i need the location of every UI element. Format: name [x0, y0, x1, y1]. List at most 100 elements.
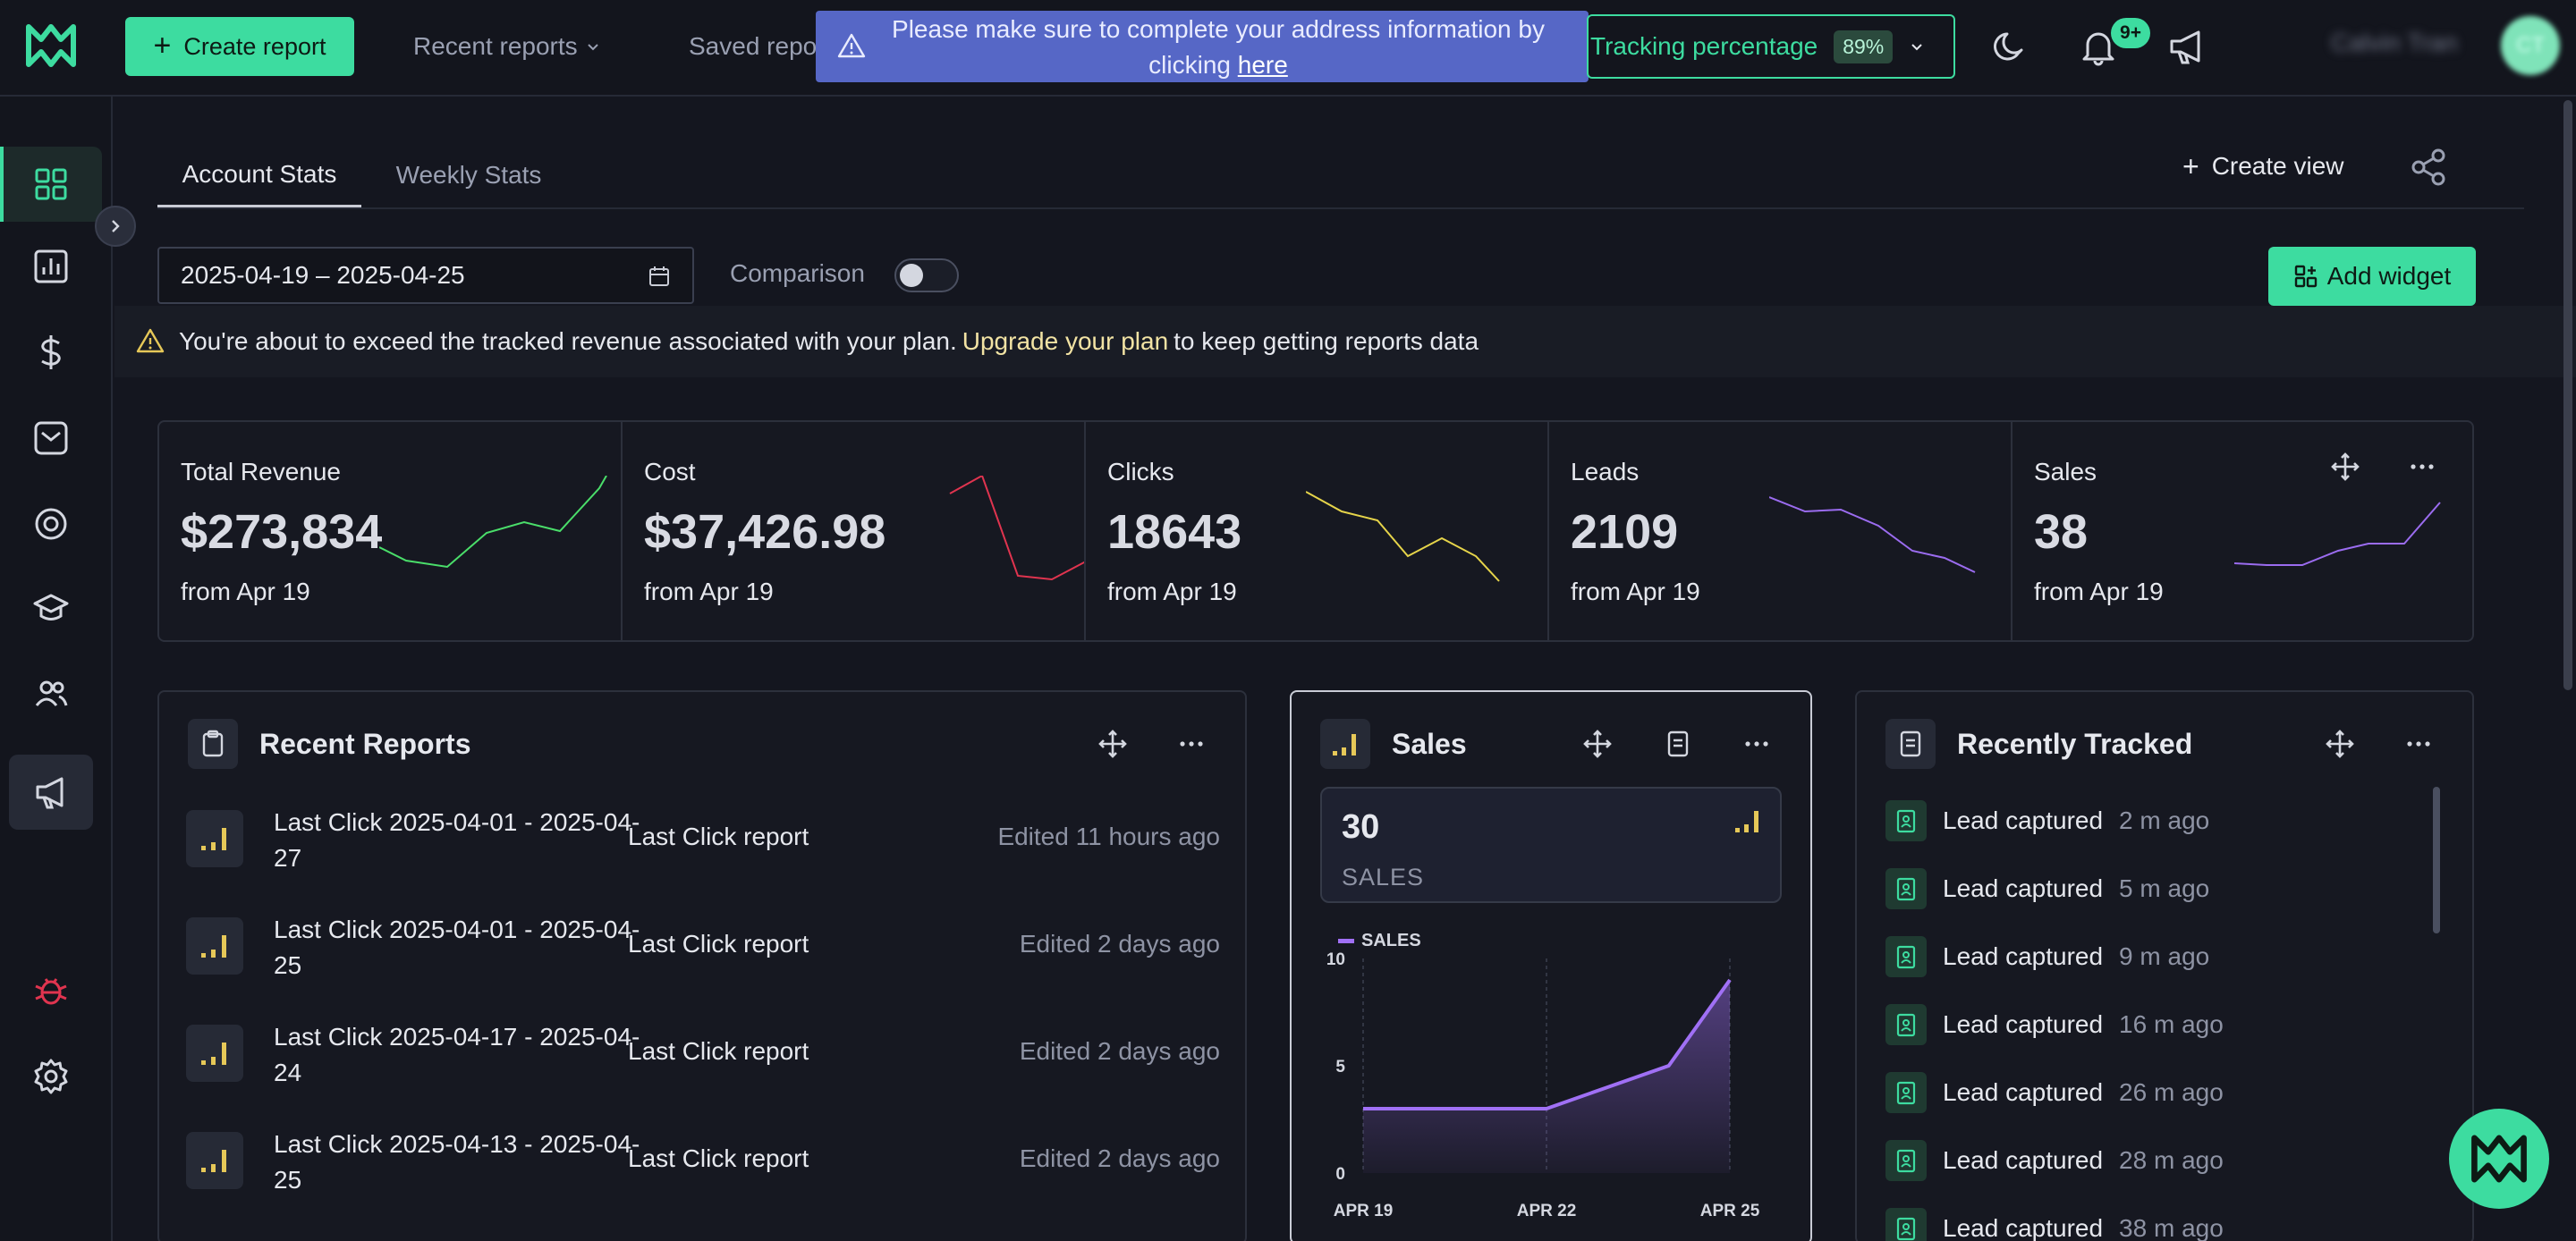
- x-tick-label: APR 25: [1700, 1202, 1760, 1220]
- tracked-time: 28 m ago: [2119, 1146, 2224, 1174]
- contact-badge-icon: [1885, 1208, 1927, 1241]
- report-type: Last Click report: [628, 930, 809, 958]
- create-view-button[interactable]: + Create view: [2182, 148, 2344, 184]
- tracked-row[interactable]: Lead captured 5 m ago: [1885, 862, 2209, 916]
- panel-title: Recent Reports: [259, 728, 471, 760]
- bell-icon[interactable]: [2079, 27, 2118, 66]
- x-tick-label: APR 22: [1517, 1202, 1577, 1220]
- megaphone-icon[interactable]: [2166, 27, 2207, 66]
- stat-value: $273,834: [181, 505, 383, 559]
- sales-chart[interactable]: SALES 10 5 0 APR 19 APR 22 APR 25: [1292, 926, 1812, 1241]
- more-options-icon[interactable]: [2404, 449, 2440, 485]
- moon-icon[interactable]: [1991, 27, 2030, 66]
- report-row[interactable]: Last Click 2025-04-01 - 2025-04-27 Last …: [186, 789, 1220, 896]
- report-row[interactable]: Last Click 2025-04-13 - 2025-04-25 Last …: [186, 1110, 1220, 1218]
- sidebar-item-announcements[interactable]: [9, 755, 93, 830]
- sidebar-item-bug-report[interactable]: [9, 953, 93, 1028]
- dollar-icon: [41, 335, 61, 369]
- move-icon[interactable]: [1095, 726, 1131, 762]
- move-icon[interactable]: [1580, 726, 1615, 762]
- sparkline-cost: [949, 476, 1084, 581]
- stat-sub: from Apr 19: [1571, 578, 1700, 605]
- add-widget-button[interactable]: Add widget: [2268, 247, 2476, 306]
- sales-summary-card: 30 SALES: [1320, 787, 1782, 903]
- recent-reports-panel: Recent Reports Last Click 2025-04-01 - 2…: [157, 690, 1247, 1241]
- sidebar-item-mail[interactable]: [9, 401, 93, 476]
- sales-label: SALES: [1342, 864, 1425, 891]
- x-tick-label: APR 19: [1334, 1202, 1394, 1220]
- plus-icon: +: [2182, 149, 2199, 182]
- bar-chart-icon: [186, 1025, 243, 1082]
- tracked-row[interactable]: Lead captured 38 m ago: [1885, 1202, 2224, 1241]
- tracked-label: Lead captured: [1943, 874, 2104, 902]
- more-options-icon[interactable]: [1174, 726, 1209, 762]
- stat-leads[interactable]: Leads 2109 from Apr 19: [1549, 422, 2012, 640]
- report-name[interactable]: Last Click 2025-04-17 - 2025-04-24: [274, 1023, 640, 1086]
- tracking-percentage-button[interactable]: Tracking percentage 89%: [1587, 14, 1955, 79]
- report-name[interactable]: Last Click 2025-04-01 - 2025-04-25: [274, 916, 640, 979]
- recent-reports-menu[interactable]: Recent reports: [413, 0, 601, 93]
- address-banner-link[interactable]: here: [1237, 51, 1288, 79]
- tracked-row[interactable]: Lead captured 2 m ago: [1885, 794, 2209, 848]
- tracked-row[interactable]: Lead captured 9 m ago: [1885, 930, 2209, 984]
- sparkline-total-revenue: [379, 476, 607, 569]
- comparison-toggle[interactable]: [894, 258, 959, 292]
- report-row[interactable]: Last Click 2025-04-17 - 2025-04-24 Last …: [186, 1003, 1220, 1110]
- stat-total-revenue[interactable]: Total Revenue $273,834 from Apr 19: [159, 422, 623, 640]
- sidebar-item-dashboard[interactable]: [0, 147, 102, 222]
- address-banner: Please make sure to complete your addres…: [816, 11, 1589, 82]
- help-chat-button[interactable]: [2449, 1109, 2549, 1209]
- tracked-row[interactable]: Lead captured 26 m ago: [1885, 1066, 2224, 1119]
- settings-icon: [34, 1059, 68, 1094]
- report-name[interactable]: Last Click 2025-04-13 - 2025-04-25: [274, 1130, 640, 1194]
- calendar-icon: [649, 266, 669, 286]
- sidebar-item-settings[interactable]: [9, 1039, 93, 1114]
- stat-label: Clicks: [1107, 458, 1174, 485]
- saved-reports-menu[interactable]: Saved repo: [689, 0, 817, 93]
- user-name[interactable]: Calvin Tran: [2331, 29, 2458, 56]
- page-scrollbar[interactable]: [2563, 100, 2572, 690]
- report-name[interactable]: Last Click 2025-04-01 - 2025-04-27: [274, 808, 640, 872]
- sidebar-item-team[interactable]: [9, 656, 93, 731]
- more-options-icon[interactable]: [1739, 726, 1775, 762]
- chevron-down-icon: [587, 44, 598, 51]
- move-icon[interactable]: [2322, 726, 2358, 762]
- tracked-row[interactable]: Lead captured 16 m ago: [1885, 998, 2224, 1051]
- sidebar-collapse-button[interactable]: [95, 206, 136, 247]
- tracked-time: 9 m ago: [2119, 942, 2210, 970]
- stat-clicks[interactable]: Clicks 18643 from Apr 19: [1086, 422, 1549, 640]
- report-edited: Edited 11 hours ago: [997, 823, 1220, 850]
- stat-sub: from Apr 19: [2034, 578, 2164, 605]
- app-logo[interactable]: [25, 23, 77, 68]
- address-banner-text: Please make sure to complete your addres…: [892, 15, 1545, 79]
- stat-cost[interactable]: Cost $37,426.98 from Apr 19: [623, 422, 1086, 640]
- app-logo-icon: [2471, 1135, 2527, 1183]
- share-icon[interactable]: [2408, 147, 2449, 188]
- move-icon[interactable]: [2327, 449, 2363, 485]
- more-options-icon[interactable]: [2401, 726, 2436, 762]
- sidebar-item-reports[interactable]: [9, 229, 93, 304]
- upgrade-plan-link[interactable]: Upgrade your plan: [962, 327, 1169, 355]
- stat-sales[interactable]: Sales 38 from Apr 19: [2012, 422, 2472, 640]
- stat-label: Leads: [1571, 458, 1640, 485]
- date-range-input[interactable]: 2025-04-19 – 2025-04-25: [157, 247, 694, 304]
- sidebar-item-academy[interactable]: [9, 570, 93, 646]
- stats-row: Total Revenue $273,834 from Apr 19 Cost …: [157, 420, 2474, 642]
- stat-label: Cost: [644, 458, 696, 485]
- sidebar-item-goals[interactable]: [9, 486, 93, 561]
- stat-value: 18643: [1107, 505, 1242, 559]
- tab-weekly-stats[interactable]: Weekly Stats: [395, 161, 542, 189]
- chevron-right-icon: [112, 220, 120, 232]
- plan-warning-banner: You're about to exceed the tracked reven…: [114, 306, 2576, 377]
- recent-reports-label: Recent reports: [413, 32, 578, 60]
- report-row[interactable]: Last Click 2025-04-01 - 2025-04-25 Last …: [186, 896, 1220, 1003]
- sales-panel: Sales 30 SALES SALES 10 5 0 APR 19 APR 22 APR …: [1290, 690, 1812, 1241]
- sidebar-item-revenue[interactable]: [9, 315, 93, 390]
- user-avatar[interactable]: CT: [2501, 16, 2560, 75]
- tracked-list-scrollbar[interactable]: [2433, 787, 2440, 933]
- document-icon[interactable]: [1660, 726, 1696, 762]
- tab-account-stats[interactable]: Account Stats: [157, 143, 361, 207]
- create-report-button[interactable]: + Create report: [125, 17, 354, 76]
- target-icon: [35, 508, 67, 540]
- tracked-row[interactable]: Lead captured 28 m ago: [1885, 1134, 2224, 1187]
